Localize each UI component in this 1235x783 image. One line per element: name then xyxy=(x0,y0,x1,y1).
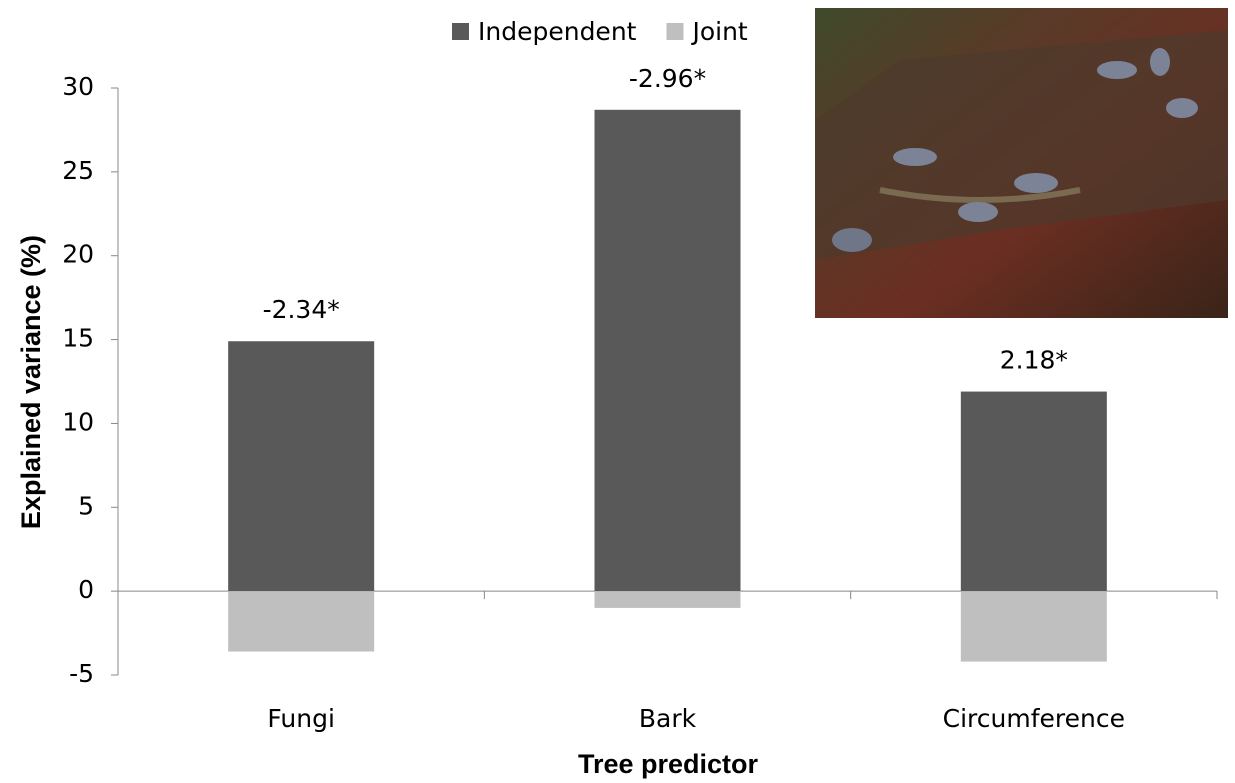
y-axis-label: Explained variance (%) xyxy=(16,235,46,529)
x-axis-label: Tree predictor xyxy=(578,749,759,779)
legend-swatch xyxy=(666,23,684,40)
y-tick-label: 5 xyxy=(78,491,94,520)
y-tick-label: 25 xyxy=(62,156,94,185)
bar xyxy=(594,591,741,608)
y-tick-label: 10 xyxy=(62,407,94,436)
x-tick-label: Bark xyxy=(639,704,697,733)
x-tick-label: Circumference xyxy=(943,704,1125,733)
legend-label: Independent xyxy=(478,17,637,46)
y-tick-label: 15 xyxy=(62,324,94,353)
legend-swatch xyxy=(452,23,469,40)
y-tick-label: 20 xyxy=(62,240,94,269)
annotation: 2.18* xyxy=(1000,346,1068,375)
y-tick-label: -5 xyxy=(69,659,94,688)
y-tick-label: 30 xyxy=(62,72,94,101)
annotation: -2.96* xyxy=(629,64,706,93)
bar xyxy=(228,341,375,592)
x-tick-label: Fungi xyxy=(267,704,335,733)
photo xyxy=(815,8,1228,318)
legend-label: Joint xyxy=(690,17,747,46)
bar xyxy=(960,391,1107,592)
bar xyxy=(594,109,741,592)
y-tick-label: 0 xyxy=(78,575,94,604)
bar xyxy=(960,591,1107,662)
annotation: -2.34* xyxy=(263,295,340,324)
bar xyxy=(228,591,375,652)
